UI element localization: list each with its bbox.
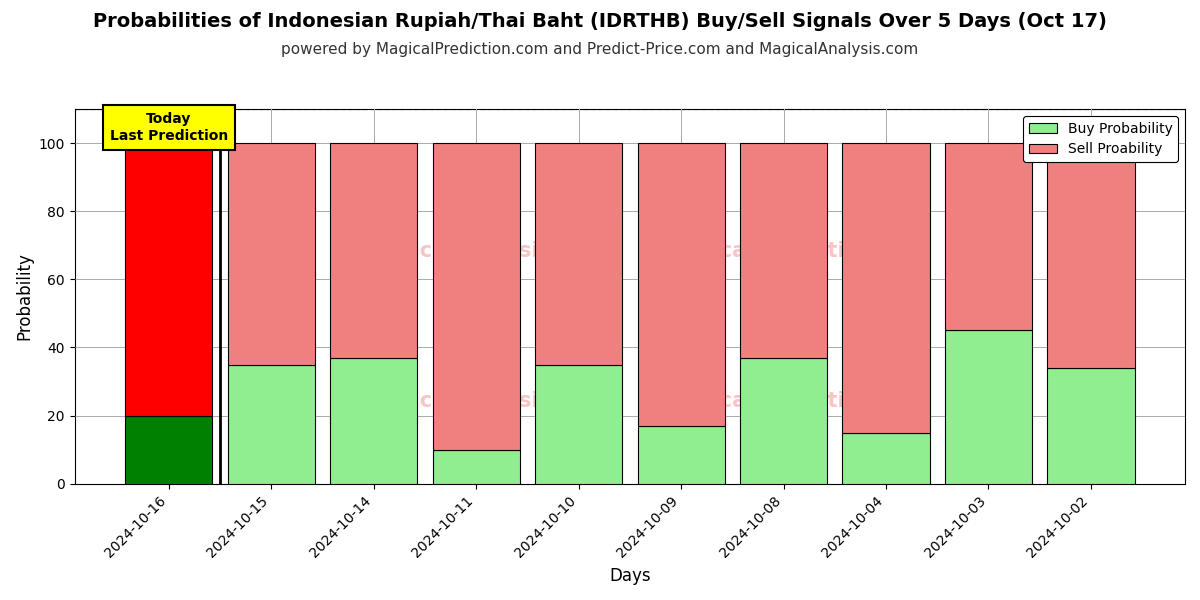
Bar: [842, 143, 930, 433]
Bar: [637, 143, 725, 426]
Text: Probabilities of Indonesian Rupiah/Thai Baht (IDRTHB) Buy/Sell Signals Over 5 Da: Probabilities of Indonesian Rupiah/Thai …: [94, 12, 1106, 31]
Bar: [740, 143, 827, 358]
Text: MagicalAnalysis.com: MagicalAnalysis.com: [364, 241, 607, 262]
Bar: [1048, 368, 1134, 484]
Bar: [228, 365, 314, 484]
Bar: [944, 331, 1032, 484]
Legend: Buy Probability, Sell Proability: Buy Probability, Sell Proability: [1024, 116, 1178, 162]
Bar: [330, 358, 418, 484]
Bar: [740, 358, 827, 484]
Bar: [944, 143, 1032, 331]
Bar: [432, 450, 520, 484]
Bar: [842, 433, 930, 484]
Bar: [1048, 143, 1134, 368]
Y-axis label: Probability: Probability: [16, 253, 34, 340]
X-axis label: Days: Days: [610, 567, 650, 585]
Bar: [228, 143, 314, 365]
Bar: [330, 143, 418, 358]
Bar: [535, 143, 622, 365]
Bar: [125, 143, 212, 416]
Bar: [535, 365, 622, 484]
Text: MagicalPrediction.com: MagicalPrediction.com: [662, 391, 930, 412]
Text: MagicalPrediction.com: MagicalPrediction.com: [662, 241, 930, 262]
Bar: [432, 143, 520, 450]
Text: Today
Last Prediction: Today Last Prediction: [109, 112, 228, 143]
Text: MagicalAnalysis.com: MagicalAnalysis.com: [364, 391, 607, 412]
Bar: [125, 416, 212, 484]
Text: powered by MagicalPrediction.com and Predict-Price.com and MagicalAnalysis.com: powered by MagicalPrediction.com and Pre…: [281, 42, 919, 57]
Bar: [637, 426, 725, 484]
